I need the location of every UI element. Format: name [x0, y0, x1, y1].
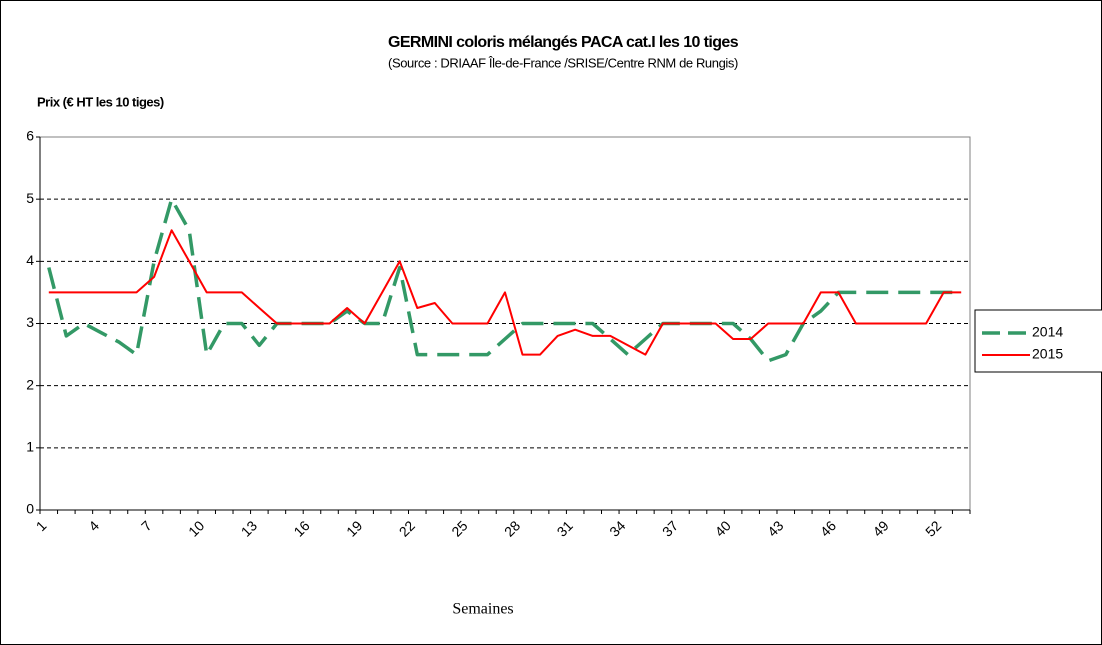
- y-tick-label: 0: [26, 501, 34, 517]
- legend-box: [974, 309, 1102, 373]
- x-axis-label: Semaines: [452, 601, 513, 618]
- series-line: [48, 229, 962, 356]
- y-tick-label: 6: [26, 128, 34, 144]
- legend-label: 2014: [1032, 324, 1063, 340]
- y-tick-label: 2: [26, 376, 34, 392]
- y-axis-label: Prix (€ HT les 10 tiges): [37, 94, 164, 109]
- y-tick-label: 3: [26, 314, 34, 330]
- y-tick-label: 1: [26, 439, 34, 455]
- y-tick-label: 4: [26, 252, 34, 268]
- chart-subtitle: (Source : DRIAAF Île-de-France /SRISE/Ce…: [388, 55, 738, 70]
- legend-label: 2015: [1032, 346, 1063, 362]
- y-tick-label: 5: [26, 190, 34, 206]
- series-line: [47, 197, 962, 363]
- chart-title: GERMINI coloris mélangés PACA cat.I les …: [388, 34, 739, 51]
